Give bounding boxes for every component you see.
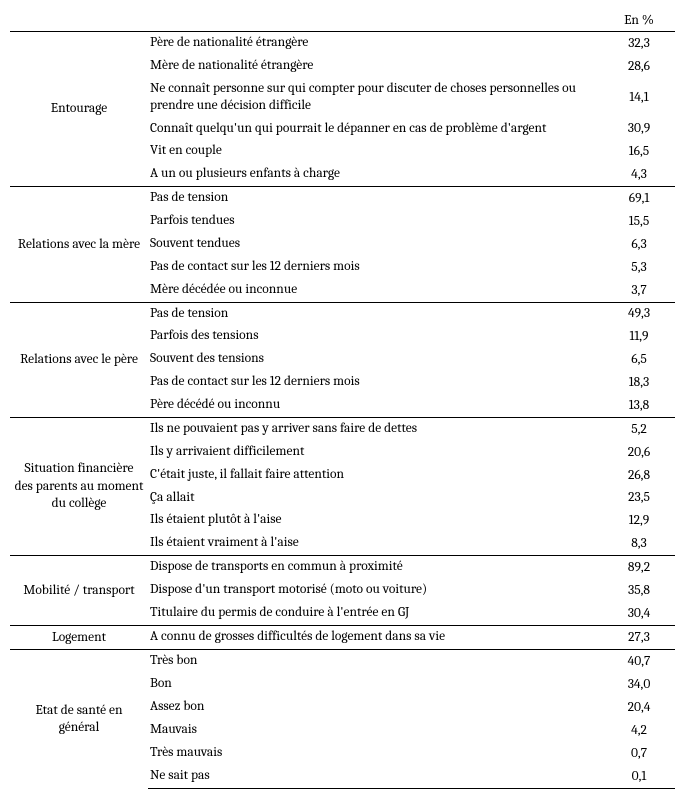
table-row: LogementA connu de grosses difficultés d…	[10, 625, 675, 650]
item-cell: Pas de tension	[148, 187, 603, 210]
table-row: Mobilité / transportDispose de transport…	[10, 556, 675, 579]
value-cell: 3,7	[603, 279, 675, 302]
item-cell: Dispose de transports en commun à proxim…	[148, 556, 603, 579]
item-cell: Très bon	[148, 650, 603, 673]
data-table: En % EntouragePère de nationalité étrang…	[10, 10, 675, 789]
value-cell: 30,9	[603, 118, 675, 141]
value-cell: 6,3	[603, 233, 675, 256]
value-cell: 32,3	[603, 32, 675, 55]
value-cell: 28,6	[603, 55, 675, 78]
category-cell: Relations avec la mère	[10, 187, 148, 302]
value-cell: 5,3	[603, 256, 675, 279]
value-cell: 8,3	[603, 532, 675, 555]
table-row: Relations avec le pèrePas de tension49,3	[10, 302, 675, 325]
table-row: Etat de santé en généralTrès bon40,7	[10, 650, 675, 673]
item-cell: Vit en couple	[148, 140, 603, 163]
value-cell: 13,8	[603, 394, 675, 417]
value-cell: 14,1	[603, 78, 675, 118]
item-cell: Pas de contact sur les 12 derniers mois	[148, 371, 603, 394]
category-cell: Etat de santé en général	[10, 650, 148, 788]
value-cell: 0,1	[603, 765, 675, 788]
item-cell: Bon	[148, 673, 603, 696]
value-cell: 12,9	[603, 509, 675, 532]
value-cell: 27,3	[603, 625, 675, 650]
percent-header: En %	[603, 10, 675, 32]
header-empty-item	[148, 10, 603, 32]
value-cell: 49,3	[603, 302, 675, 325]
value-cell: 26,8	[603, 464, 675, 487]
value-cell: 20,4	[603, 696, 675, 719]
value-cell: 40,7	[603, 650, 675, 673]
item-cell: A un ou plusieurs enfants à charge	[148, 163, 603, 186]
item-cell: Pas de contact sur les 12 derniers mois	[148, 256, 603, 279]
value-cell: 4,3	[603, 163, 675, 186]
item-cell: Très mauvais	[148, 742, 603, 765]
value-cell: 23,5	[603, 487, 675, 510]
header-empty-category	[10, 10, 148, 32]
value-cell: 5,2	[603, 417, 675, 440]
category-cell: Relations avec le père	[10, 302, 148, 417]
value-cell: 69,1	[603, 187, 675, 210]
item-cell: Parfois des tensions	[148, 325, 603, 348]
item-cell: Parfois tendues	[148, 210, 603, 233]
item-cell: Souvent tendues	[148, 233, 603, 256]
table-header-row: En %	[10, 10, 675, 32]
value-cell: 16,5	[603, 140, 675, 163]
category-cell: Situation financière des parents au mome…	[10, 417, 148, 555]
item-cell: Ils étaient vraiment à l'aise	[148, 532, 603, 555]
value-cell: 20,6	[603, 441, 675, 464]
item-cell: Assez bon	[148, 696, 603, 719]
item-cell: Père de nationalité étrangère	[148, 32, 603, 55]
item-cell: Ça allait	[148, 487, 603, 510]
value-cell: 89,2	[603, 556, 675, 579]
category-cell: Entourage	[10, 32, 148, 187]
value-cell: 11,9	[603, 325, 675, 348]
value-cell: 30,4	[603, 602, 675, 625]
item-cell: A connu de grosses difficultés de logeme…	[148, 625, 603, 650]
item-cell: Connaît quelqu'un qui pourrait le dépann…	[148, 118, 603, 141]
item-cell: Ils étaient plutôt à l'aise	[148, 509, 603, 532]
value-cell: 15,5	[603, 210, 675, 233]
value-cell: 18,3	[603, 371, 675, 394]
category-cell: Logement	[10, 625, 148, 650]
table-row: EntouragePère de nationalité étrangère32…	[10, 32, 675, 55]
table-row: Situation financière des parents au mome…	[10, 417, 675, 440]
item-cell: Titulaire du permis de conduire à l'entr…	[148, 602, 603, 625]
category-cell: Mobilité / transport	[10, 556, 148, 626]
item-cell: Pas de tension	[148, 302, 603, 325]
item-cell: Ne connaît personne sur qui compter pour…	[148, 78, 603, 118]
value-cell: 6,5	[603, 348, 675, 371]
item-cell: Ils ne pouvaient pas y arriver sans fair…	[148, 417, 603, 440]
value-cell: 0,7	[603, 742, 675, 765]
item-cell: C'était juste, il fallait faire attentio…	[148, 464, 603, 487]
item-cell: Souvent des tensions	[148, 348, 603, 371]
item-cell: Mère de nationalité étrangère	[148, 55, 603, 78]
value-cell: 4,2	[603, 719, 675, 742]
item-cell: Père décédé ou inconnu	[148, 394, 603, 417]
item-cell: Mère décédée ou inconnue	[148, 279, 603, 302]
value-cell: 34,0	[603, 673, 675, 696]
item-cell: Dispose d'un transport motorisé (moto ou…	[148, 579, 603, 602]
item-cell: Mauvais	[148, 719, 603, 742]
table-row: Relations avec la mèrePas de tension69,1	[10, 187, 675, 210]
value-cell: 35,8	[603, 579, 675, 602]
item-cell: Ne sait pas	[148, 765, 603, 788]
item-cell: Ils y arrivaient difficilement	[148, 441, 603, 464]
